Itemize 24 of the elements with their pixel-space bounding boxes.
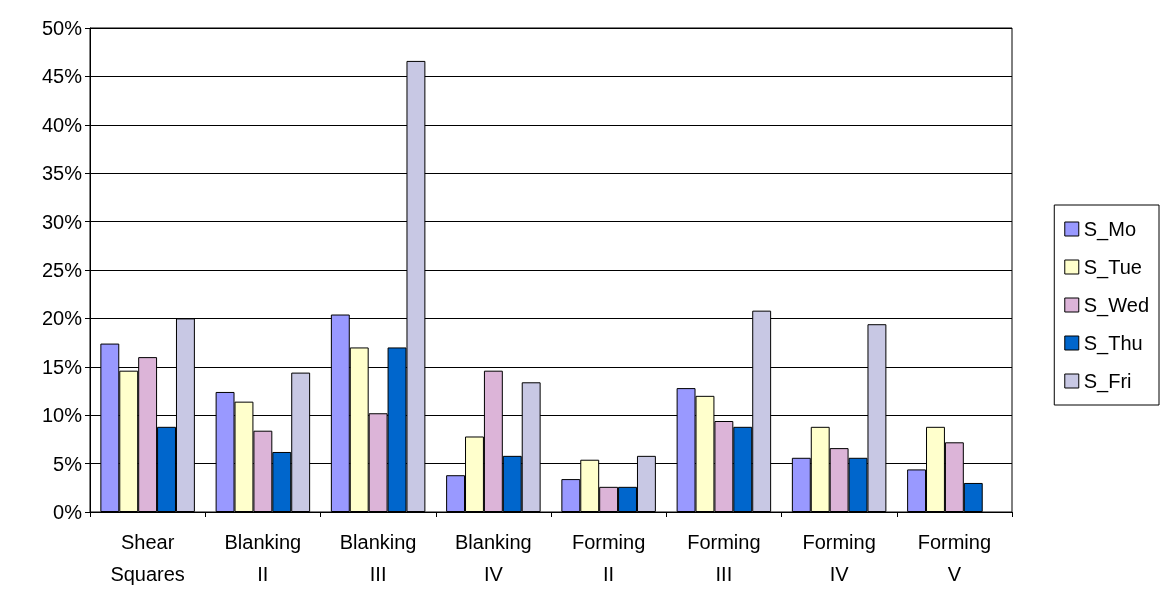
x-tick-label: Forming III [687, 531, 761, 585]
y-tick-label: 45% [41, 65, 83, 88]
y-tick-label: 10% [41, 404, 83, 427]
y-tick-label: 5% [53, 452, 83, 475]
legend-label: S_Wed [1083, 294, 1150, 317]
x-tick-label: Forming V [917, 531, 992, 585]
x-tick-label: Blanking IV [455, 531, 532, 585]
y-tick-label: 35% [41, 162, 83, 185]
legend-label: S_Fri [1083, 370, 1132, 393]
x-tick-label: Shear Squares [110, 531, 185, 585]
y-tick-label: 25% [41, 259, 83, 281]
legend-label: S_Mo [1083, 218, 1137, 241]
y-tick-label: 20% [41, 307, 83, 330]
x-tick-label: Blanking II [224, 531, 302, 585]
y-tick-label: 30% [41, 210, 83, 233]
y-tick-label: 40% [41, 113, 83, 136]
x-tick-label: Forming IV [802, 531, 876, 585]
x-tick-label: Blanking III [339, 531, 417, 585]
y-tick-label: 15% [41, 355, 83, 378]
legend-label: S_Thu [1083, 332, 1143, 355]
legend-label: S_Tue [1083, 256, 1142, 279]
x-tick-label: Forming II [571, 531, 646, 585]
y-tick-label: 50% [41, 17, 83, 39]
y-tick-label: 0% [53, 501, 83, 523]
